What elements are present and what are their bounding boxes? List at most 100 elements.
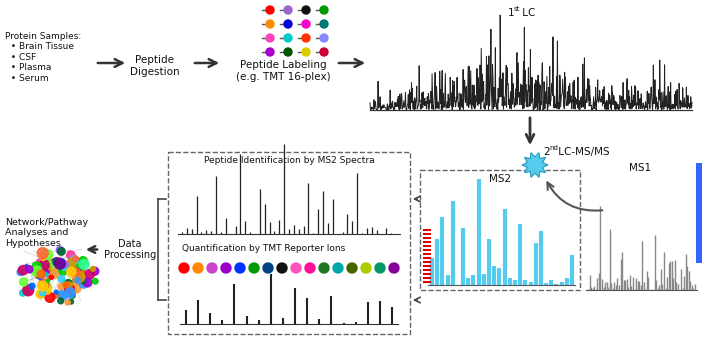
Circle shape [58,247,63,252]
Circle shape [50,269,56,276]
Circle shape [41,256,46,261]
Text: Peptide Labeling
(e.g. TMT 16-plex): Peptide Labeling (e.g. TMT 16-plex) [236,60,331,82]
Circle shape [46,261,54,269]
Circle shape [305,263,315,273]
Circle shape [39,290,46,296]
Circle shape [44,270,49,275]
Circle shape [70,267,80,277]
FancyBboxPatch shape [420,170,580,290]
Circle shape [65,288,72,295]
Circle shape [37,259,41,264]
Circle shape [389,263,399,273]
Circle shape [69,299,74,304]
Circle shape [65,284,71,291]
Circle shape [80,271,86,277]
Circle shape [23,285,34,296]
Circle shape [47,259,56,268]
Circle shape [25,286,30,291]
Circle shape [64,266,68,271]
Circle shape [76,265,85,274]
Circle shape [25,264,28,268]
Circle shape [42,250,53,260]
Circle shape [70,271,76,276]
Circle shape [207,263,217,273]
Circle shape [179,263,189,273]
Circle shape [58,276,65,282]
Circle shape [34,269,44,279]
Circle shape [56,246,63,254]
Circle shape [69,292,74,297]
Circle shape [320,48,328,56]
Circle shape [85,270,95,279]
Circle shape [44,273,48,277]
Circle shape [55,258,65,269]
Circle shape [67,282,72,288]
Circle shape [37,270,46,278]
Circle shape [361,263,371,273]
Circle shape [79,257,88,266]
Circle shape [266,6,274,14]
Circle shape [61,261,68,268]
Circle shape [284,20,292,28]
Circle shape [62,264,68,270]
Circle shape [36,290,44,298]
Circle shape [18,265,27,275]
Circle shape [26,266,33,273]
Circle shape [284,34,292,42]
Circle shape [77,275,81,278]
Circle shape [75,278,80,283]
Circle shape [59,266,67,275]
Text: MS2: MS2 [489,174,511,184]
Circle shape [58,290,68,300]
Circle shape [49,275,53,279]
Text: LC: LC [519,8,536,18]
Circle shape [50,267,61,278]
Text: st: st [514,6,520,12]
Text: Network/Pathway
Analyses and
Hypotheses: Network/Pathway Analyses and Hypotheses [5,218,88,248]
Circle shape [302,6,310,14]
Circle shape [63,280,73,290]
Circle shape [58,283,64,290]
Circle shape [266,34,274,42]
Circle shape [266,48,274,56]
Circle shape [74,272,85,282]
Circle shape [39,279,49,290]
Circle shape [39,260,49,270]
Circle shape [58,259,66,267]
Circle shape [74,259,82,267]
Circle shape [56,261,60,264]
Circle shape [58,247,65,255]
Circle shape [249,263,259,273]
Text: MS1: MS1 [629,163,651,173]
Circle shape [91,266,95,271]
Circle shape [83,278,92,287]
Circle shape [221,263,231,273]
Circle shape [41,284,44,287]
Circle shape [32,266,42,276]
Text: Peptide
Digestion: Peptide Digestion [130,55,180,77]
Circle shape [38,281,48,291]
Text: nd: nd [549,145,558,151]
Circle shape [62,262,72,272]
Circle shape [79,259,89,270]
Circle shape [67,251,75,259]
Circle shape [31,269,36,274]
Circle shape [74,275,77,278]
Circle shape [93,279,98,284]
Text: Quantification by TMT Reporter Ions: Quantification by TMT Reporter Ions [182,244,345,253]
Circle shape [38,274,43,280]
Circle shape [53,293,58,298]
Circle shape [32,262,41,271]
Circle shape [319,263,329,273]
Circle shape [302,48,310,56]
Circle shape [52,258,61,267]
Circle shape [65,282,69,286]
Circle shape [320,34,328,42]
Circle shape [302,34,310,42]
Circle shape [53,262,62,271]
Circle shape [70,282,81,293]
Text: Data
Processing: Data Processing [104,239,156,260]
Circle shape [284,48,292,56]
Circle shape [39,294,44,298]
Circle shape [73,256,79,261]
